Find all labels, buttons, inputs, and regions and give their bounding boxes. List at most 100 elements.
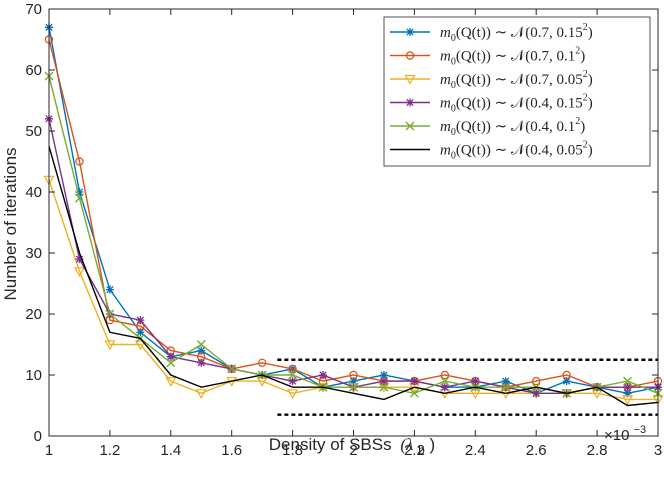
y-axis-label: Number of iterations <box>1 147 20 300</box>
data-point <box>105 309 115 319</box>
data-point <box>195 389 207 400</box>
legend-label-part: ) <box>588 25 593 41</box>
data-point <box>622 395 634 406</box>
data-point <box>532 389 541 398</box>
x-tick-label: 2.4 <box>465 442 486 459</box>
data-point <box>440 370 450 380</box>
legend-label-part: 2 <box>583 69 588 80</box>
x-axis-label-close: ) <box>430 435 436 454</box>
data-point <box>74 193 84 203</box>
legend-label-part: m <box>440 49 451 65</box>
legend-box <box>383 16 651 167</box>
legend-label-part: 0 <box>451 104 456 115</box>
data-point <box>501 377 510 386</box>
legend-label-part: m <box>440 96 451 112</box>
legend-label-part: m <box>440 143 451 159</box>
x-tick-label: 1.2 <box>99 442 120 459</box>
legend-label-part: (Q(t)) ∼ 𝒩(0.7, 0.05 <box>456 72 583 88</box>
legend-label-part: m <box>440 72 451 88</box>
data-point <box>197 346 206 355</box>
data-point <box>379 382 389 392</box>
data-point <box>469 389 481 400</box>
data-point <box>562 377 571 386</box>
data-point <box>257 358 267 367</box>
x-axis-label-subscript: b <box>418 443 425 457</box>
data-point <box>134 340 146 351</box>
x-tick-label: 2 <box>349 442 357 459</box>
legend-label-part: ) <box>588 96 593 112</box>
series-3 <box>43 175 664 406</box>
legend-label-part: (Q(t)) ∼ 𝒩(0.7, 0.15 <box>456 25 583 41</box>
data-point <box>379 371 388 379</box>
x-tick-label: 2.2 <box>404 442 425 459</box>
data-point <box>405 51 415 60</box>
data-point <box>288 364 297 374</box>
data-point <box>379 377 388 386</box>
legend-label-part: 0 <box>451 33 456 44</box>
data-point <box>623 383 632 392</box>
x-tick-label: 1.4 <box>160 442 181 459</box>
data-point <box>410 377 419 386</box>
legend-label: m0(Q(t)) ∼ 𝒩(0.7, 0.052) <box>440 69 593 91</box>
x-axis-label: Density of SBSs (λ b ) <box>269 435 435 458</box>
data-point <box>75 157 84 166</box>
y-tick-label: 20 <box>25 306 42 323</box>
data-point <box>75 255 84 264</box>
legend-item-2: m0(Q(t)) ∼ 𝒩(0.7, 0.12) <box>390 46 585 68</box>
series-line <box>48 146 659 407</box>
data-point <box>197 358 206 367</box>
data-point <box>196 340 206 349</box>
data-point <box>440 376 450 386</box>
legend-label: m0(Q(t)) ∼ 𝒩(0.7, 0.152) <box>440 22 593 44</box>
data-point <box>319 371 328 379</box>
legend-label-part: 2 <box>583 93 588 104</box>
data-point <box>166 358 176 368</box>
data-point <box>104 340 116 351</box>
y-tick-label: 0 <box>34 428 42 445</box>
legend-item-1: m0(Q(t)) ∼ 𝒩(0.7, 0.152) <box>390 22 593 44</box>
legend-label-part: (Q(t)) ∼ 𝒩(0.4, 0.1 <box>456 119 575 135</box>
legend-label: m0(Q(t)) ∼ 𝒩(0.7, 0.12) <box>440 46 585 68</box>
x-tick-label: 1.8 <box>282 442 303 459</box>
data-point <box>532 376 541 386</box>
x-axis-label-symbol: (λ <box>400 435 413 454</box>
legend-item-3: m0(Q(t)) ∼ 𝒩(0.7, 0.052) <box>390 69 593 91</box>
y-tick-label: 40 <box>25 184 42 201</box>
legend-label-part: ) <box>588 143 593 159</box>
x-axis-label-text: Density of SBSs <box>269 435 392 454</box>
data-point <box>75 188 84 196</box>
legend-label-part: 0 <box>451 57 456 68</box>
legend-label-part: 0 <box>451 151 456 162</box>
x-tick-label: 2.6 <box>526 442 547 459</box>
data-point <box>562 370 571 380</box>
legend-label-part: (Q(t)) ∼ 𝒩(0.4, 0.15 <box>456 96 583 112</box>
legend-label: m0(Q(t)) ∼ 𝒩(0.4, 0.052) <box>440 140 593 162</box>
data-point <box>406 98 414 107</box>
y-tick-label: 30 <box>25 245 42 262</box>
data-point <box>623 376 633 386</box>
data-point <box>73 267 85 278</box>
x-tick-label: 1 <box>45 442 53 459</box>
data-point <box>165 377 177 387</box>
series-line <box>48 179 658 401</box>
y-tick-label: 10 <box>25 367 42 384</box>
legend-label: m0(Q(t)) ∼ 𝒩(0.4, 0.12) <box>440 116 585 138</box>
legend-label-part: (Q(t)) ∼ 𝒩(0.7, 0.1 <box>456 49 575 65</box>
x-tick-label: 3 <box>654 442 662 459</box>
legend-label-part: 0 <box>451 80 456 91</box>
data-point <box>409 388 419 398</box>
x-axis-multiplier: ×10 −3 <box>604 424 646 444</box>
data-point <box>440 383 449 392</box>
data-point <box>349 382 358 392</box>
data-point <box>501 382 511 392</box>
data-point <box>287 389 299 400</box>
data-point <box>227 364 237 374</box>
legend-label-part: (Q(t)) ∼ 𝒩(0.4, 0.05 <box>456 143 583 159</box>
legend-label-part: m <box>440 119 451 135</box>
data-point <box>105 285 114 294</box>
legend-label-part: 2 <box>583 22 588 33</box>
x-axis-multiplier-exponent: −3 <box>634 424 647 436</box>
data-point <box>404 74 416 85</box>
data-point <box>406 28 414 36</box>
data-point <box>349 370 358 380</box>
